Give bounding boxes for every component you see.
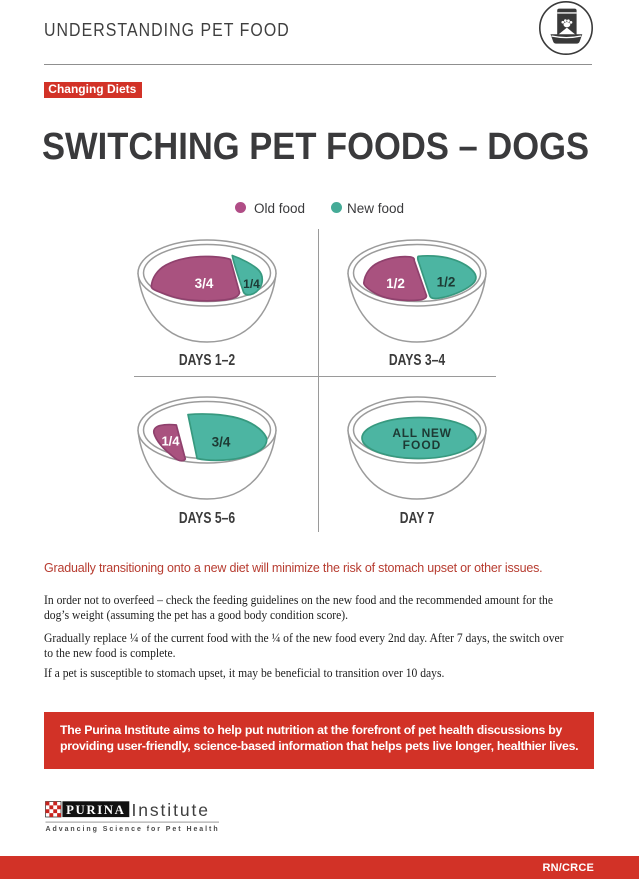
svg-text:1/2: 1/2 bbox=[437, 274, 456, 289]
svg-text:ALL NEW: ALL NEW bbox=[392, 426, 451, 440]
svg-text:1/4: 1/4 bbox=[161, 434, 180, 449]
svg-text:1/4: 1/4 bbox=[243, 277, 260, 291]
svg-text:3/4: 3/4 bbox=[195, 276, 214, 291]
svg-text:FOOD: FOOD bbox=[403, 438, 442, 452]
svg-text:1/2: 1/2 bbox=[386, 276, 405, 291]
svg-text:3/4: 3/4 bbox=[212, 435, 231, 450]
svg-text:Advancing Science for Pet Heal: Advancing Science for Pet Health bbox=[46, 826, 220, 833]
svg-text:Institute: Institute bbox=[132, 801, 210, 820]
svg-text:PURINA: PURINA bbox=[66, 803, 125, 817]
